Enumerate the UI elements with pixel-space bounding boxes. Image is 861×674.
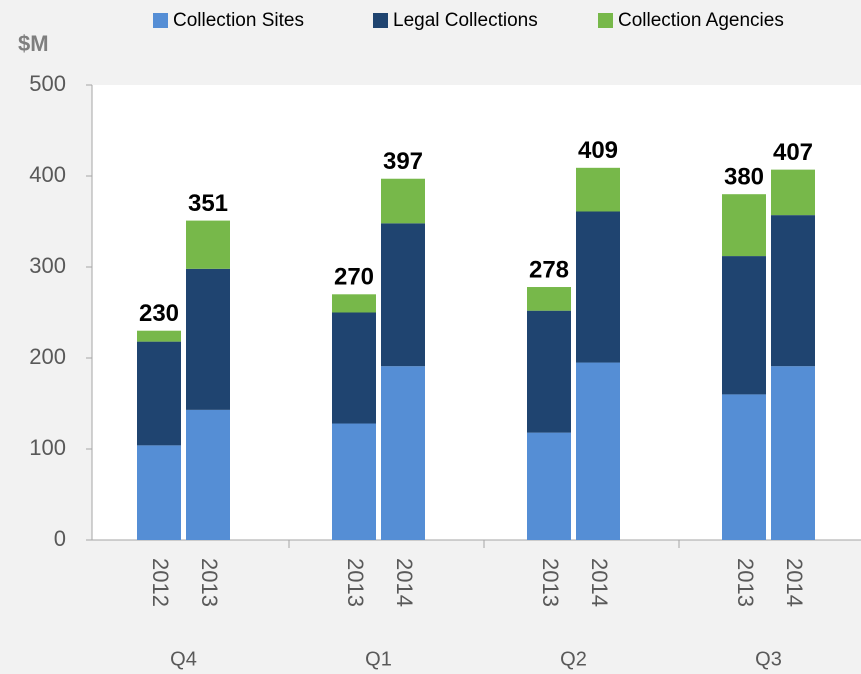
total-label: 278 — [529, 256, 569, 283]
x-tick-label: 2013 — [733, 558, 758, 607]
bar-segment — [527, 432, 571, 540]
total-label: 409 — [578, 137, 618, 164]
y-tick-label: 200 — [29, 344, 66, 369]
total-label: 380 — [724, 164, 764, 191]
legend-label: Legal Collections — [393, 10, 538, 31]
bar-segment — [576, 362, 620, 540]
bar-segment — [771, 169, 815, 216]
bar-segment — [527, 310, 571, 433]
y-tick-label: 500 — [29, 71, 66, 96]
bar-segment — [186, 268, 230, 410]
group-label: Q4 — [170, 648, 197, 670]
bar-segment — [771, 366, 815, 540]
y-axis-label: $M — [18, 31, 49, 56]
x-tick-label: 2013 — [197, 558, 222, 607]
bar-segment — [576, 167, 620, 212]
x-tick-label: 2014 — [782, 558, 807, 607]
bar-segment — [137, 330, 181, 342]
y-tick-label: 300 — [29, 253, 66, 278]
bar-segment — [771, 215, 815, 367]
total-label: 397 — [383, 148, 423, 175]
legend-swatch — [373, 13, 388, 28]
legend-label: Collection Sites — [173, 10, 304, 31]
bar-segment — [186, 220, 230, 269]
bar-segment — [332, 312, 376, 424]
x-tick-label: 2013 — [343, 558, 368, 607]
legend-label: Collection Agencies — [618, 10, 784, 31]
group-label: Q2 — [560, 648, 587, 670]
x-tick-label: 2013 — [538, 558, 563, 607]
bar-segment — [137, 341, 181, 446]
group-label: Q1 — [365, 648, 392, 670]
bar-segment — [722, 394, 766, 540]
bar-segment — [137, 445, 181, 540]
bar-segment — [722, 194, 766, 257]
x-tick-label: 2014 — [587, 558, 612, 607]
group-label: Q3 — [755, 648, 782, 670]
bar-segment — [332, 423, 376, 540]
bar-segment — [576, 211, 620, 363]
y-tick-label: 400 — [29, 162, 66, 187]
x-tick-label: 2012 — [148, 558, 173, 607]
bar-segment — [186, 409, 230, 540]
x-tick-label: 2014 — [392, 558, 417, 607]
legend-swatch — [153, 13, 168, 28]
total-label: 407 — [773, 139, 813, 166]
total-label: 230 — [139, 300, 179, 327]
bar-segment — [381, 366, 425, 540]
bar-segment — [381, 223, 425, 367]
y-tick-label: 100 — [29, 435, 66, 460]
bar-segment — [722, 256, 766, 395]
total-label: 270 — [334, 264, 374, 291]
bar-segment — [332, 294, 376, 313]
y-tick-label: 0 — [54, 526, 66, 551]
bar-segment — [381, 178, 425, 224]
total-label: 351 — [188, 190, 228, 217]
legend-swatch — [598, 13, 613, 28]
bar-segment — [527, 287, 571, 311]
